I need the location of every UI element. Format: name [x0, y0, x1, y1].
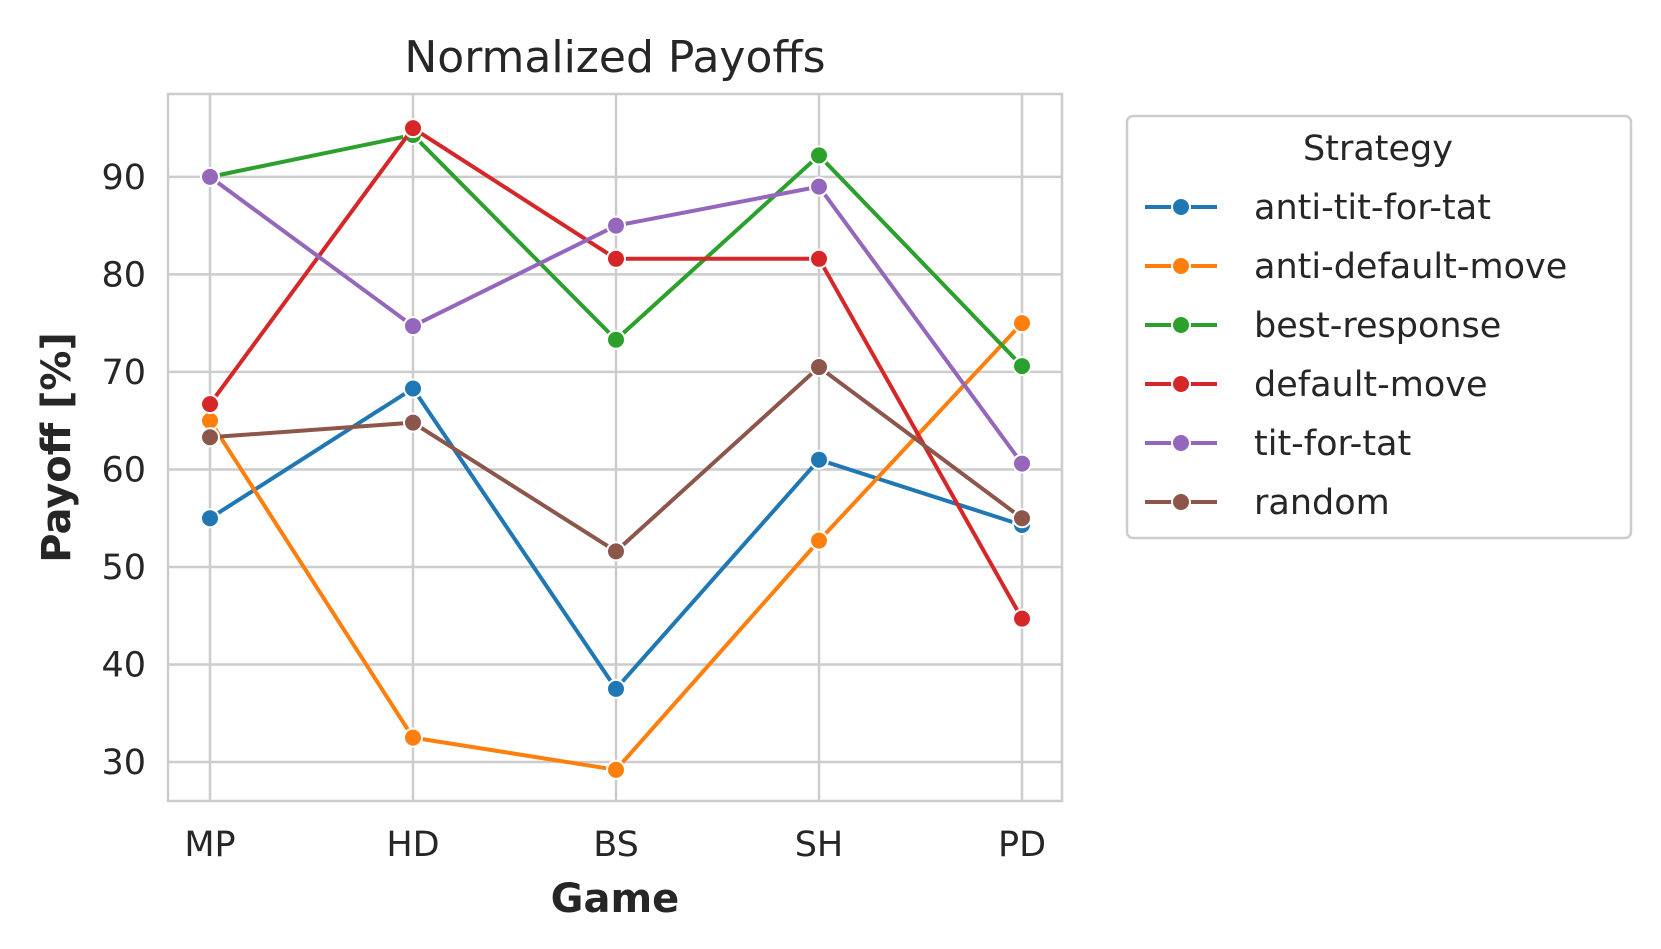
- data-point: [1012, 356, 1032, 377]
- data-point: [403, 412, 423, 433]
- x-tick-label: PD: [998, 825, 1046, 865]
- data-point: [200, 427, 220, 448]
- data-point: [200, 166, 220, 187]
- legend-item: anti-default-move: [1145, 247, 1567, 287]
- x-tick-label: BS: [593, 825, 639, 865]
- x-axis-ticks: MP HD BS SH PD: [184, 825, 1046, 865]
- x-axis-label: Game: [551, 876, 680, 922]
- legend-label: anti-tit-for-tat: [1254, 188, 1491, 228]
- data-point: [809, 248, 829, 269]
- x-tick-label: HD: [386, 825, 439, 865]
- plot-frame: [166, 92, 1064, 803]
- y-tick-label: 40: [101, 645, 146, 685]
- data-point: [606, 759, 626, 780]
- series-layer: [200, 118, 1032, 780]
- y-tick-label: 80: [101, 255, 146, 295]
- data-point: [809, 449, 829, 470]
- data-point: [200, 394, 220, 415]
- y-tick-label: 30: [101, 743, 146, 783]
- legend-items: anti-tit-for-tat anti-default-move best-re…: [1145, 188, 1567, 523]
- legend: Strategy anti-tit-for-tat anti-default-mo…: [1125, 114, 1633, 540]
- data-point: [809, 530, 829, 551]
- legend-marker: [1171, 374, 1191, 394]
- y-tick-label: 60: [101, 450, 146, 490]
- legend-title: Strategy: [1303, 129, 1453, 169]
- legend-marker: [1171, 197, 1191, 217]
- data-point: [403, 378, 423, 399]
- data-point: [606, 541, 626, 562]
- legend-item: default-move: [1145, 365, 1488, 405]
- x-tick-label: MP: [184, 825, 235, 865]
- legend-label: default-move: [1254, 365, 1488, 405]
- legend-item: random: [1145, 483, 1390, 523]
- series-anti-default-move: [200, 313, 1032, 780]
- legend-marker: [1171, 433, 1191, 453]
- data-point: [606, 329, 626, 350]
- legend-marker: [1171, 492, 1191, 512]
- legend-label: best-response: [1254, 306, 1501, 346]
- data-point: [1012, 453, 1032, 474]
- data-point: [809, 145, 829, 166]
- series-tit-for-tat: [200, 166, 1032, 474]
- legend-label: random: [1254, 483, 1390, 523]
- y-tick-label: 50: [101, 548, 146, 588]
- y-axis-ticks: 30 40 50 60 70 80 90: [101, 158, 146, 783]
- data-point: [403, 118, 423, 139]
- legend-item: best-response: [1145, 306, 1501, 346]
- y-tick-label: 70: [101, 353, 146, 393]
- data-point: [606, 215, 626, 236]
- y-tick-label: 90: [101, 158, 146, 198]
- legend-box: [1125, 114, 1633, 540]
- chart-title: Normalized Payoffs: [404, 32, 825, 83]
- legend-label: anti-default-move: [1254, 247, 1567, 287]
- data-point: [809, 357, 829, 378]
- legend-item: tit-for-tat: [1145, 424, 1411, 464]
- data-point: [403, 316, 423, 337]
- legend-marker: [1171, 315, 1191, 335]
- y-axis-label: Payoff [%]: [34, 332, 80, 563]
- data-point: [403, 727, 423, 748]
- data-point: [1012, 508, 1032, 529]
- data-point: [606, 678, 626, 699]
- data-point: [606, 248, 626, 269]
- data-point: [1012, 608, 1032, 629]
- legend-marker: [1171, 256, 1191, 276]
- legend-label: tit-for-tat: [1254, 424, 1411, 464]
- data-point: [200, 508, 220, 529]
- data-point: [809, 176, 829, 197]
- legend-item: anti-tit-for-tat: [1145, 188, 1491, 228]
- series-random: [200, 357, 1032, 562]
- x-tick-label: SH: [795, 825, 844, 865]
- series-default-move: [200, 118, 1032, 629]
- data-point: [200, 410, 220, 431]
- data-point: [1012, 313, 1032, 334]
